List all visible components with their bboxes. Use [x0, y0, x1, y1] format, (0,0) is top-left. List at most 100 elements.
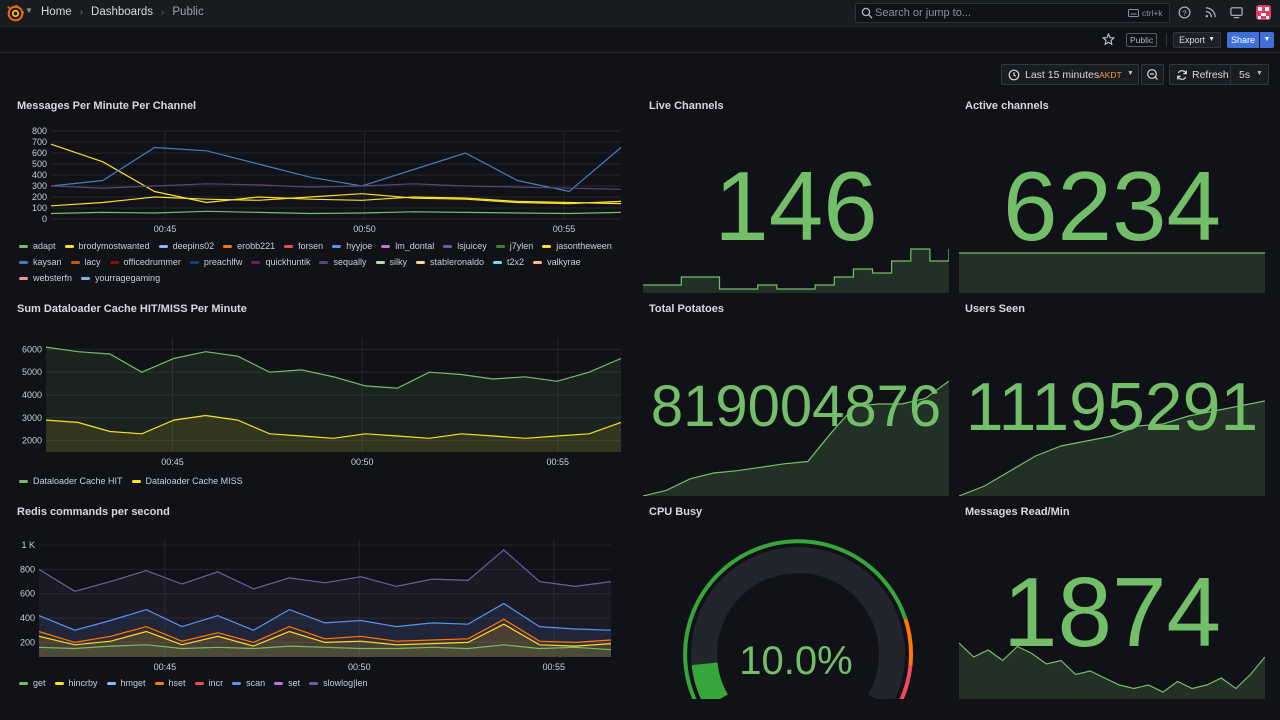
- legend-swatch: [194, 681, 204, 685]
- legend-item[interactable]: incr: [194, 677, 223, 689]
- help-icon[interactable]: ?: [1178, 6, 1191, 19]
- share-dropdown-button[interactable]: ▼: [1260, 32, 1274, 48]
- grafana-logo-icon[interactable]: [7, 5, 24, 22]
- legend-item[interactable]: hyyjoe: [332, 240, 372, 252]
- export-button[interactable]: Export ▼: [1173, 32, 1221, 48]
- redis-commands-chart[interactable]: 200 400 600 800 1 K 00:45 00:50 00:55: [11, 533, 633, 675]
- legend-item[interactable]: lm_dontal: [381, 240, 434, 252]
- series-line: [50, 183, 622, 190]
- panel-total-potatoes[interactable]: Total Potatoes 819004876: [643, 296, 949, 496]
- legend-item[interactable]: yourragegaming: [81, 272, 160, 284]
- x-tick-label: 00:50: [353, 224, 376, 234]
- legend-item[interactable]: websterfn: [19, 272, 72, 284]
- zoom-out-button[interactable]: [1141, 64, 1164, 85]
- dataloader-cache-chart[interactable]: 2000 3000 4000 5000 6000 00:45 00:50 00:55: [11, 332, 633, 472]
- legend-item[interactable]: erobb221: [223, 240, 275, 252]
- legend-item[interactable]: quickhuntik: [251, 256, 310, 268]
- export-label: Export: [1179, 35, 1206, 45]
- chevron-down-icon: ▼: [1263, 36, 1271, 43]
- panel-messages-per-minute[interactable]: Messages Per Minute Per Channel 0 100 200 3…: [11, 93, 633, 291]
- share-button[interactable]: Share: [1227, 32, 1259, 48]
- legend-item[interactable]: scan: [232, 677, 265, 689]
- series-line: [38, 618, 612, 644]
- public-badge: Public: [1126, 33, 1158, 47]
- chevron-right-icon: ›: [79, 6, 84, 18]
- legend-item[interactable]: preachlfw: [189, 256, 242, 268]
- legend-item[interactable]: kaysan: [19, 256, 62, 268]
- legend-label: sequally: [333, 257, 367, 267]
- legend-item[interactable]: j7ylen: [495, 240, 533, 252]
- series-line: [45, 414, 622, 439]
- search-input[interactable]: Search or jump to... ctrl+k: [855, 3, 1170, 23]
- panel-redis-commands[interactable]: Redis commands per second 200 400 600 800 1 …: [11, 499, 633, 699]
- avatar[interactable]: [1256, 5, 1271, 20]
- legend-label: silky: [389, 257, 408, 267]
- panel-live-channels[interactable]: Live Channels 146: [643, 93, 949, 293]
- refresh-icon: [1177, 70, 1187, 80]
- legend-swatch: [443, 244, 453, 248]
- legend-item[interactable]: lacy: [70, 256, 101, 268]
- panel-title: Live Channels: [649, 100, 724, 112]
- x-tick-label: 00:50: [348, 662, 371, 672]
- time-range-picker[interactable]: Last 15 minutes AKDT ▼: [1001, 64, 1139, 85]
- legend-item[interactable]: officedrummer: [109, 256, 181, 268]
- legend-item[interactable]: t2x2: [493, 256, 524, 268]
- legend-item[interactable]: set: [274, 677, 300, 689]
- panel-cpu-busy[interactable]: CPU Busy 10.0%: [643, 499, 949, 699]
- legend-item[interactable]: sequally: [319, 256, 367, 268]
- refresh-interval-picker[interactable]: 5s ▼: [1231, 64, 1269, 85]
- chevron-down-icon[interactable]: ▼: [25, 6, 33, 15]
- legend-swatch: [19, 479, 28, 483]
- legend-item[interactable]: deepins02: [158, 240, 214, 252]
- breadcrumb-current: Public: [172, 6, 204, 18]
- legend-swatch: [19, 681, 28, 685]
- legend-swatch: [54, 681, 64, 685]
- legend-item[interactable]: Dataloader Cache MISS: [131, 475, 243, 487]
- legend-swatch: [495, 244, 505, 248]
- legend-label: jasontheween: [556, 241, 612, 251]
- panel-users-seen[interactable]: Users Seen 11195291: [959, 296, 1265, 496]
- y-tick-label: 3000: [22, 413, 42, 423]
- legend-item[interactable]: brodymostwanted: [64, 240, 150, 252]
- legend-item[interactable]: silky: [375, 256, 408, 268]
- chart-legend: adapt brodymostwanted deepins02 erobb221 for…: [19, 240, 631, 284]
- refresh-button[interactable]: Refresh: [1169, 64, 1231, 85]
- legend-label: quickhuntik: [265, 257, 311, 267]
- legend-item[interactable]: hset: [154, 677, 186, 689]
- legend-item[interactable]: lsjuicey: [443, 240, 487, 252]
- panel-active-channels[interactable]: Active channels 6234: [959, 93, 1265, 293]
- breadcrumb-home[interactable]: Home: [41, 6, 72, 18]
- legend-item[interactable]: forsen: [284, 240, 323, 252]
- legend-label: kaysan: [33, 257, 62, 267]
- legend-label: erobb221: [237, 241, 276, 251]
- legend-item[interactable]: hincrby: [54, 677, 98, 689]
- rss-icon[interactable]: [1204, 6, 1217, 19]
- legend-label: Dataloader Cache MISS: [145, 476, 243, 486]
- legend-item[interactable]: stableronaldo: [416, 256, 484, 268]
- stat-value: 11195291: [965, 369, 1259, 445]
- panel-dataloader-cache[interactable]: Sum Dataloader Cache HIT/MISS Per Minute…: [11, 296, 633, 494]
- series-area: [39, 619, 611, 657]
- y-tick-label: 500: [32, 159, 47, 169]
- x-tick-label: 00:45: [154, 224, 177, 234]
- legend-label: get: [33, 678, 46, 688]
- legend-item[interactable]: valkyrae: [533, 256, 581, 268]
- legend-swatch: [109, 260, 119, 264]
- legend-swatch: [416, 260, 425, 264]
- panel-title: Redis commands per second: [17, 506, 170, 518]
- legend-item[interactable]: adapt: [19, 240, 56, 252]
- star-icon[interactable]: [1102, 33, 1115, 46]
- panel-messages-read[interactable]: Messages Read/Min 1874: [959, 499, 1265, 699]
- legend-swatch: [158, 244, 168, 248]
- monitor-icon[interactable]: [1230, 6, 1243, 19]
- legend-item[interactable]: get: [19, 677, 46, 689]
- series-line: [38, 602, 612, 631]
- panel-title: Users Seen: [965, 303, 1025, 315]
- breadcrumb-dashboards[interactable]: Dashboards: [91, 6, 154, 18]
- legend-item[interactable]: slowlog|len: [309, 677, 367, 689]
- legend-label: scan: [246, 678, 266, 688]
- legend-item[interactable]: Dataloader Cache HIT: [19, 475, 123, 487]
- legend-item[interactable]: jasontheween: [542, 240, 612, 252]
- legend-item[interactable]: hmget: [106, 677, 146, 689]
